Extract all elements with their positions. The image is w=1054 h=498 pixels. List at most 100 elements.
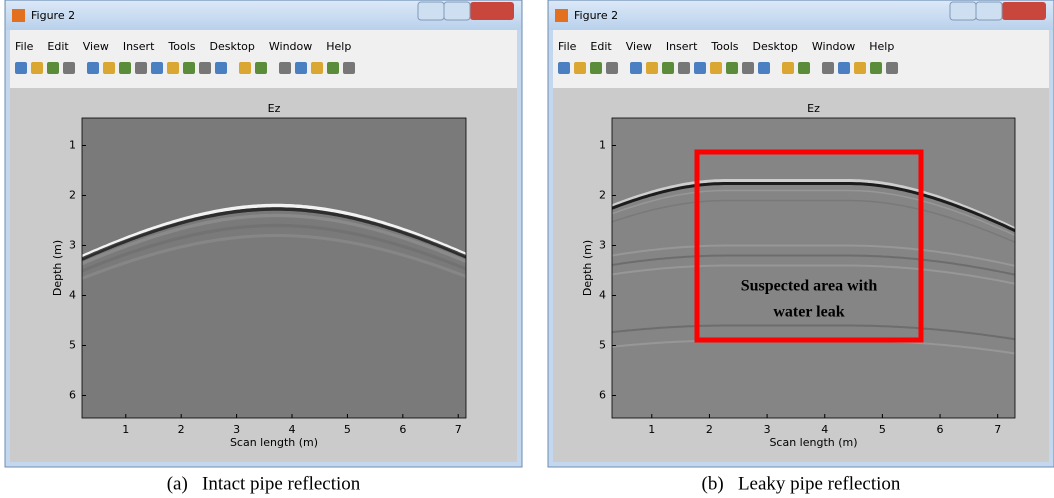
toolbar-button[interactable] <box>239 62 251 74</box>
toolbar-button[interactable] <box>742 62 754 74</box>
toolbar-button[interactable] <box>838 62 850 74</box>
toolbar-button[interactable] <box>15 62 27 74</box>
toolbar-button[interactable] <box>726 62 738 74</box>
x-tick-label: 1 <box>122 423 129 436</box>
toolbar-button[interactable] <box>343 62 355 74</box>
screenshot: Figure 2 File Edit View Insert Tools Desktop Wi… <box>0 0 1054 498</box>
plot-title: Ez <box>268 102 281 115</box>
menu-item[interactable]: Window <box>269 40 312 53</box>
menu-item[interactable]: Edit <box>47 40 69 53</box>
y-tick-label: 5 <box>599 339 606 352</box>
toolbar-button[interactable] <box>758 62 770 74</box>
toolbar-button[interactable] <box>646 62 658 74</box>
x-tick-label: 7 <box>455 423 462 436</box>
toolbar-button[interactable] <box>822 62 834 74</box>
toolbar-button[interactable] <box>870 62 882 74</box>
toolbar-button[interactable] <box>47 62 59 74</box>
toolbar-button[interactable] <box>327 62 339 74</box>
menu-item[interactable]: View <box>83 40 109 53</box>
toolbar-button[interactable] <box>606 62 618 74</box>
toolbar-button[interactable] <box>167 62 179 74</box>
radargram <box>82 118 466 418</box>
toolbar-button[interactable] <box>678 62 690 74</box>
toolbar-button[interactable] <box>694 62 706 74</box>
y-tick-label: 3 <box>69 239 76 252</box>
toolbar-button[interactable] <box>135 62 147 74</box>
toolbar-button[interactable] <box>215 62 227 74</box>
toolbar-button[interactable] <box>103 62 115 74</box>
x-tick-label: 2 <box>178 423 185 436</box>
toolbar-button[interactable] <box>311 62 323 74</box>
toolbar-button[interactable] <box>854 62 866 74</box>
y-tick-label: 1 <box>69 139 76 152</box>
caption: (b) Leaky pipe reflection <box>702 473 901 494</box>
close-button[interactable] <box>470 2 514 20</box>
menu-item[interactable]: Window <box>812 40 855 53</box>
toolbar-button[interactable] <box>119 62 131 74</box>
x-tick-label: 4 <box>821 423 828 436</box>
toolbar-button[interactable] <box>558 62 570 74</box>
toolbar-button[interactable] <box>255 62 267 74</box>
x-tick-label: 4 <box>289 423 296 436</box>
toolbar-button[interactable] <box>151 62 163 74</box>
toolbar-button[interactable] <box>710 62 722 74</box>
x-tick-label: 3 <box>233 423 240 436</box>
y-axis-label: Depth (m) <box>581 240 594 296</box>
menu-item[interactable]: Insert <box>123 40 155 53</box>
caption: (a) Intact pipe reflection <box>167 473 361 494</box>
toolbar-button[interactable] <box>662 62 674 74</box>
x-tick-label: 5 <box>879 423 886 436</box>
annotation: water leak <box>773 304 844 321</box>
app-icon <box>555 9 568 22</box>
y-tick-label: 2 <box>599 189 606 202</box>
menu-item[interactable]: File <box>558 40 577 53</box>
toolbar-button[interactable] <box>87 62 99 74</box>
toolbar-button[interactable] <box>798 62 810 74</box>
maximize-button[interactable] <box>976 2 1002 20</box>
x-tick-label: 2 <box>706 423 713 436</box>
toolbar-button[interactable] <box>886 62 898 74</box>
window: Figure 2 File Edit View Insert Tools Desktop Wi… <box>5 0 522 467</box>
y-axis-label: Depth (m) <box>51 240 64 296</box>
menu-item[interactable]: Tools <box>167 40 195 53</box>
toolbar-button[interactable] <box>295 62 307 74</box>
menu-item[interactable]: Help <box>326 40 351 53</box>
app-icon <box>12 9 25 22</box>
toolbar-button[interactable] <box>63 62 75 74</box>
menu-item[interactable]: View <box>626 40 652 53</box>
y-tick-label: 4 <box>599 289 606 302</box>
menu-item[interactable]: Edit <box>590 40 612 53</box>
annotation: Suspected area with <box>741 278 878 295</box>
maximize-button[interactable] <box>444 2 470 20</box>
x-tick-label: 5 <box>344 423 351 436</box>
x-tick-label: 1 <box>648 423 655 436</box>
toolbar-button[interactable] <box>782 62 794 74</box>
toolbar-button[interactable] <box>590 62 602 74</box>
menu-item[interactable]: Tools <box>710 40 738 53</box>
toolbar-button[interactable] <box>574 62 586 74</box>
minimize-button[interactable] <box>950 2 976 20</box>
x-tick-label: 7 <box>994 423 1001 436</box>
toolbar-button[interactable] <box>183 62 195 74</box>
plot-title: Ez <box>807 102 820 115</box>
toolbar-button[interactable] <box>279 62 291 74</box>
menu-item[interactable]: File <box>15 40 34 53</box>
menu-item[interactable]: Desktop <box>210 40 255 53</box>
x-tick-label: 3 <box>764 423 771 436</box>
minimize-button[interactable] <box>418 2 444 20</box>
menu-item[interactable]: Desktop <box>753 40 798 53</box>
close-button[interactable] <box>1002 2 1046 20</box>
y-tick-label: 1 <box>599 139 606 152</box>
toolbar-button[interactable] <box>630 62 642 74</box>
menu-item[interactable]: Insert <box>666 40 698 53</box>
window-title: Figure 2 <box>31 9 75 22</box>
toolbar-button[interactable] <box>31 62 43 74</box>
y-tick-label: 6 <box>599 389 606 402</box>
x-axis-label: Scan length (m) <box>769 436 857 449</box>
y-tick-label: 5 <box>69 339 76 352</box>
y-tick-label: 2 <box>69 189 76 202</box>
y-tick-label: 6 <box>69 389 76 402</box>
menu-item[interactable]: Help <box>869 40 894 53</box>
toolbar-button[interactable] <box>199 62 211 74</box>
